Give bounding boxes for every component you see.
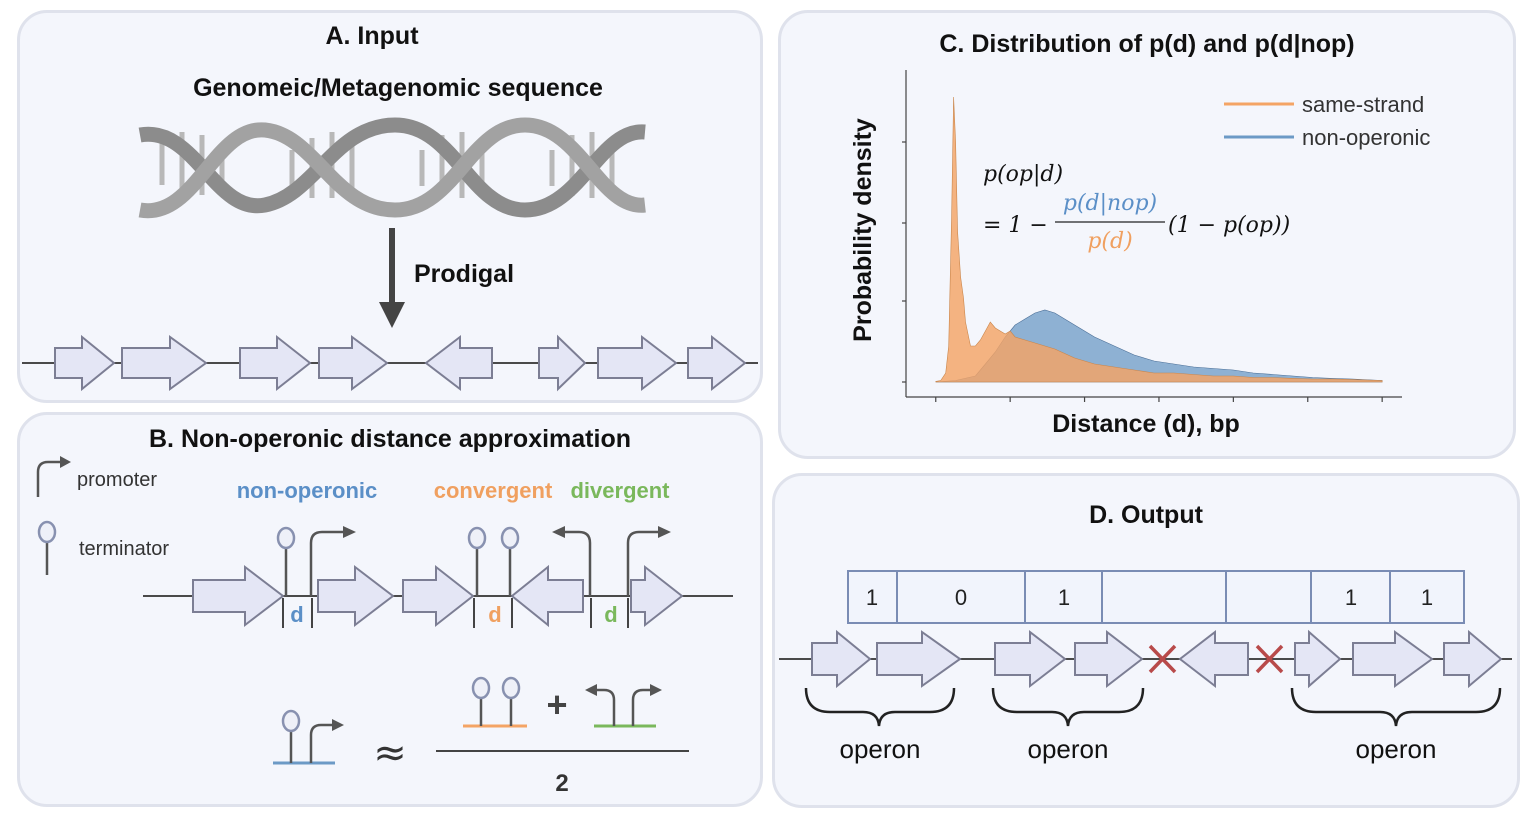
- gene-arrow: [318, 335, 389, 391]
- terminator-legend-label: terminator: [79, 538, 169, 560]
- operon-label: operon: [1028, 734, 1109, 764]
- gene-arrow: [1294, 629, 1342, 689]
- formula-rhs: (1 − p(op)): [1168, 213, 1290, 238]
- y-axis-label: Probability density: [849, 118, 877, 342]
- output-genes: [811, 629, 1503, 689]
- gene-arrow: [630, 564, 684, 628]
- legend-same-strand: same-strand: [1302, 92, 1424, 117]
- legend-non-operonic: non-operonic: [1302, 125, 1430, 150]
- gene-arrow: [402, 564, 475, 628]
- distance-label-convergent: d: [488, 602, 501, 627]
- gene-arrow: [510, 564, 584, 628]
- panel-distribution: [778, 10, 1516, 459]
- predicted-genes: [54, 334, 747, 392]
- equation-convergent-term: [463, 676, 527, 728]
- gene-arrow: [1074, 629, 1144, 689]
- gene-arrow: [121, 335, 208, 391]
- gene-arrow: [597, 334, 678, 392]
- terminator-icon: [37, 520, 57, 575]
- nonoperonic-category-label: non-operonic: [237, 478, 378, 503]
- gene-arrow: [876, 630, 962, 688]
- terminator-icon: [467, 526, 487, 596]
- example-genes: [192, 564, 684, 628]
- dna-helix-icon: [138, 117, 646, 219]
- gene-arrow: [424, 334, 493, 392]
- promoter-icon: [309, 526, 356, 596]
- plus-sign: +: [546, 684, 567, 725]
- table-cell: 1: [866, 585, 878, 610]
- x-axis-label: Distance (d), bp: [1052, 410, 1240, 438]
- divergent-category-label: divergent: [570, 478, 670, 503]
- gene-arrow: [687, 334, 747, 392]
- equation-lhs: [273, 709, 344, 765]
- operon-brace: [804, 687, 956, 727]
- formula-lhs: p(op|d): [983, 162, 1063, 187]
- gene-arrow: [538, 334, 587, 392]
- panel-b-title: B. Non-operonic distance approximation: [149, 425, 631, 453]
- panel-a-title: A. Input: [325, 22, 419, 50]
- gene-arrow: [317, 564, 395, 628]
- density-chart: [902, 70, 1402, 402]
- operon-label: operon: [840, 734, 921, 764]
- operon-brace: [1290, 687, 1502, 727]
- same-strand-density-area: [935, 96, 1383, 383]
- approx-symbol: ≈: [373, 730, 407, 776]
- convergent-category-label: convergent: [434, 478, 553, 503]
- promoter-legend-label: promoter: [77, 469, 157, 491]
- denominator: 2: [555, 770, 568, 797]
- table-cell: 1: [1345, 585, 1357, 610]
- gene-arrow: [994, 629, 1067, 689]
- gene-arrow: [1352, 630, 1434, 688]
- operon-prediction-table: 1 0 1 1 1: [847, 570, 1465, 624]
- gene-arrow: [192, 564, 285, 628]
- split-cross-icon: [1148, 644, 1177, 674]
- promoter-icon: [552, 526, 592, 596]
- sequence-label: Genomeic/Metagenomic sequence: [193, 74, 603, 102]
- formula-denominator: p(d): [1087, 229, 1132, 254]
- promoter-icon: [36, 456, 71, 497]
- x-ticks: [935, 397, 1383, 402]
- promoter-icon: [626, 526, 671, 596]
- distance-label-nonoperonic: d: [290, 602, 303, 627]
- gene-arrow: [811, 629, 872, 689]
- table-cell: 1: [1421, 585, 1433, 610]
- table-cell: 1: [1058, 585, 1070, 610]
- table-cell: 0: [955, 585, 967, 610]
- terminator-icon: [500, 526, 520, 596]
- gene-arrow: [1178, 629, 1249, 689]
- formula-eq: = 1 −: [983, 213, 1048, 238]
- operon-brace: [991, 687, 1145, 727]
- formula-numerator: p(d|nop): [1063, 191, 1157, 216]
- terminator-icon: [276, 526, 296, 596]
- distance-label-divergent: d: [604, 602, 617, 627]
- gene-arrow: [239, 334, 312, 392]
- distance-ticks: [282, 598, 629, 628]
- equation-divergent-term: [585, 684, 662, 728]
- prodigal-label: Prodigal: [414, 260, 514, 288]
- panel-c-title: C. Distribution of p(d) and p(d|nop): [939, 30, 1354, 58]
- operon-label: operon: [1356, 734, 1437, 764]
- prodigal-arrow: [379, 228, 405, 328]
- split-cross-icon: [1255, 644, 1284, 674]
- gene-arrow: [54, 334, 116, 392]
- panel-d-title: D. Output: [1089, 501, 1204, 529]
- gene-arrow: [1443, 629, 1503, 689]
- y-ticks: [902, 141, 906, 383]
